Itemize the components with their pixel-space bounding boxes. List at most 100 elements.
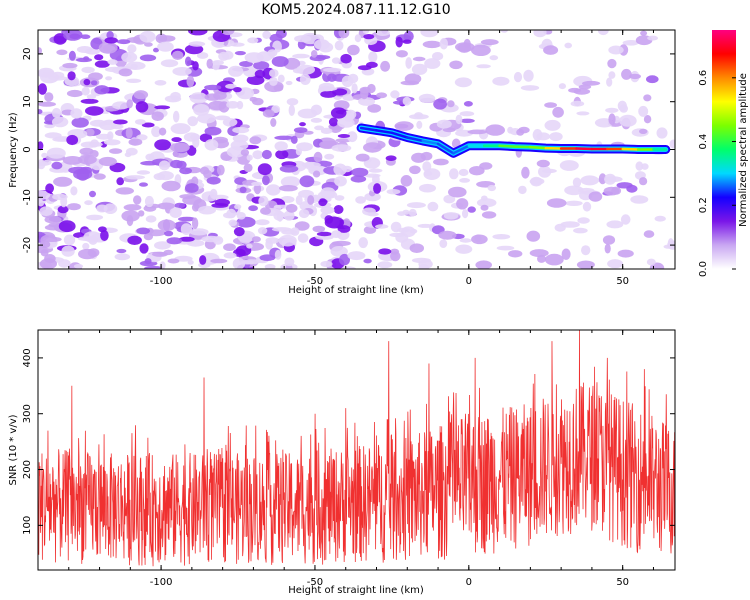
- noise-blob: [45, 183, 54, 194]
- noise-blob: [109, 162, 126, 173]
- noise-blob: [243, 163, 253, 173]
- noise-blob: [193, 104, 210, 116]
- noise-blob: [516, 128, 525, 136]
- noise-blob: [154, 139, 172, 151]
- noise-blob: [116, 177, 124, 186]
- noise-blob: [199, 255, 207, 265]
- noise-blob: [88, 235, 98, 245]
- noise-blob: [409, 165, 421, 175]
- noise-blob: [641, 163, 649, 170]
- noise-blob: [106, 30, 114, 40]
- noise-blob: [629, 73, 641, 80]
- y-tick-label: -20: [22, 237, 33, 253]
- noise-blob: [192, 136, 200, 148]
- colorbar: 0.0 0.2 0.4 0.6 Normalized spectral amplitu…: [698, 30, 749, 277]
- noise-blob: [508, 250, 523, 258]
- noise-blob: [443, 212, 459, 220]
- x-tick-label: -50: [307, 577, 323, 588]
- noise-blob: [520, 85, 540, 91]
- noise-blob: [640, 30, 648, 36]
- noise-blob: [154, 241, 171, 250]
- noise-blob: [418, 93, 436, 103]
- noise-blob: [56, 49, 68, 56]
- noise-blob: [339, 253, 350, 266]
- noise-blob: [639, 128, 648, 134]
- noise-blob: [363, 34, 375, 40]
- noise-blob: [362, 30, 370, 34]
- noise-blob: [638, 105, 649, 117]
- noise-blob: [481, 195, 488, 201]
- snr-panel: -100 -50 0 50 100 200 300 400 Height of straigh…: [8, 329, 676, 596]
- noise-blob: [139, 31, 156, 43]
- noise-blob: [608, 113, 616, 125]
- noise-blob: [166, 237, 183, 245]
- noise-blob: [420, 30, 439, 38]
- noise-blob: [331, 144, 352, 152]
- noise-blob: [359, 86, 371, 94]
- noise-blob: [172, 50, 184, 61]
- noise-blob: [439, 239, 448, 249]
- noise-blob: [234, 51, 246, 56]
- noise-blob: [259, 254, 276, 261]
- y-tick-label: 200: [22, 460, 33, 479]
- x-tick-label: 0: [466, 577, 472, 588]
- x-tick-label: 50: [616, 577, 629, 588]
- signal-track-segment: [406, 136, 424, 143]
- noise-blob: [249, 136, 262, 145]
- noise-blob: [204, 139, 219, 151]
- noise-blob: [310, 117, 323, 123]
- snr-y-label: SNR (10 * v/v): [8, 414, 19, 485]
- noise-blob: [290, 227, 300, 236]
- noise-blob: [433, 158, 449, 166]
- noise-blob: [232, 126, 250, 134]
- noise-blob: [126, 61, 146, 70]
- noise-blob: [264, 264, 276, 269]
- noise-blob: [411, 257, 431, 264]
- noise-blob: [151, 111, 164, 121]
- noise-blob: [44, 92, 54, 102]
- spectrogram-y-label: Frequency (Hz): [8, 112, 19, 188]
- noise-blob: [240, 149, 250, 156]
- noise-blob: [521, 166, 530, 179]
- noise-blob: [41, 152, 48, 158]
- noise-blob: [232, 257, 246, 269]
- signal-track-segment: [621, 147, 640, 151]
- noise-blob: [90, 80, 98, 86]
- noise-blob: [337, 134, 350, 138]
- noise-blob: [546, 198, 567, 208]
- noise-blob: [288, 104, 295, 117]
- noise-blob: [643, 115, 652, 124]
- noise-blob: [234, 204, 242, 210]
- noise-blob: [196, 113, 217, 124]
- noise-blob: [85, 128, 95, 137]
- noise-blob: [198, 205, 216, 215]
- noise-blob: [558, 83, 567, 90]
- noise-blob: [121, 52, 138, 63]
- noise-blob: [118, 68, 133, 77]
- noise-blob: [299, 74, 311, 85]
- noise-blob: [139, 182, 148, 187]
- noise-blob: [570, 100, 585, 107]
- noise-blob: [367, 104, 382, 113]
- noise-blob: [378, 248, 392, 255]
- noise-blob: [331, 240, 351, 247]
- noise-blob: [204, 93, 221, 101]
- noise-blob: [184, 44, 204, 55]
- noise-blob: [116, 248, 127, 254]
- noise-blob: [203, 169, 212, 179]
- noise-blob: [248, 205, 258, 212]
- noise-blob: [362, 207, 376, 216]
- noise-blob: [171, 137, 182, 143]
- noise-blob: [412, 56, 426, 62]
- noise-blob: [212, 60, 224, 66]
- snr-x-label: Height of straight line (km): [288, 585, 424, 596]
- noise-blob: [602, 235, 616, 245]
- noise-blob: [115, 187, 134, 195]
- noise-blob: [151, 251, 169, 257]
- signal-track-segment: [452, 144, 471, 155]
- noise-blob: [88, 72, 103, 81]
- noise-blob: [500, 30, 508, 33]
- noise-blob: [582, 201, 592, 212]
- noise-blob: [262, 30, 271, 39]
- noise-blob: [385, 155, 397, 161]
